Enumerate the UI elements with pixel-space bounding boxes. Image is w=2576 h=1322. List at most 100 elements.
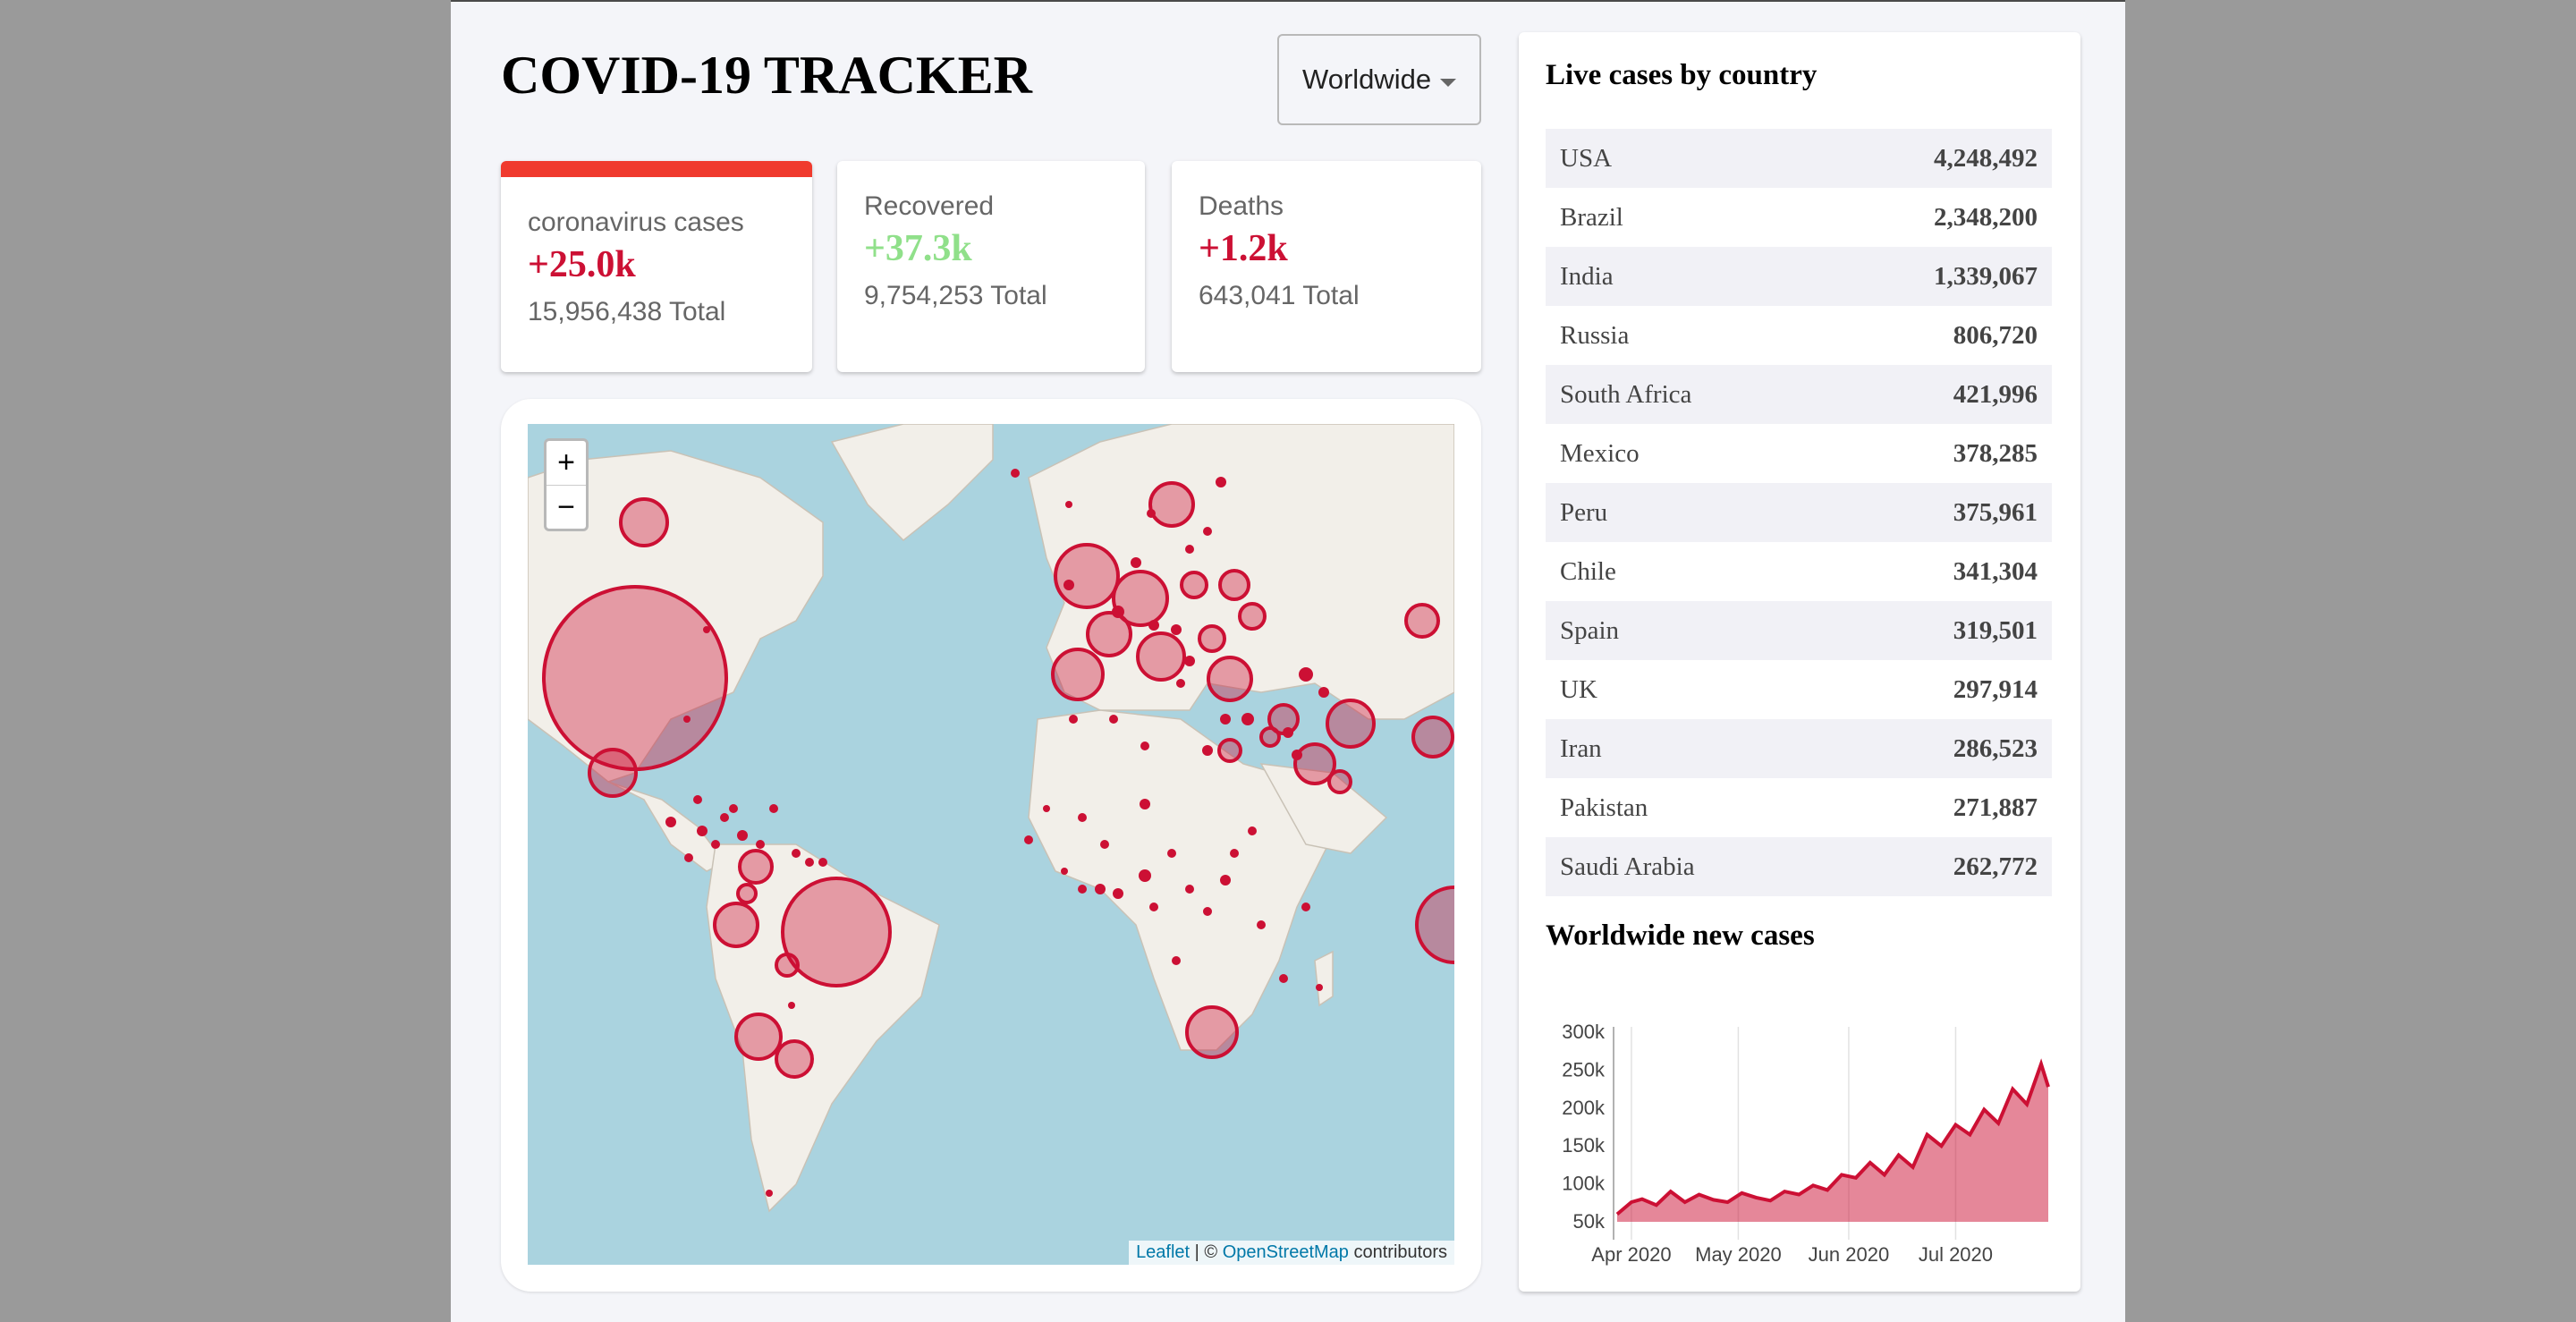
cases-area: [1617, 1064, 2048, 1222]
cases-info-box[interactable]: coronavirus cases +25.0k 15,956,438 Tota…: [501, 161, 812, 372]
country-cases: 421,996: [1953, 379, 2038, 409]
case-circle-india[interactable]: [1415, 886, 1454, 964]
x-tick-label: Jul 2020: [1919, 1243, 1993, 1266]
country-name: Pakistan: [1560, 792, 1648, 822]
table-row: South Africa 421,996: [1546, 365, 2052, 424]
cases-new: +25.0k: [528, 244, 636, 285]
case-circle-colombia[interactable]: [738, 849, 774, 885]
country-cases: 319,501: [1953, 615, 2038, 645]
y-tick-label: 200k: [1562, 1097, 1606, 1119]
case-circle-oman[interactable]: [1327, 769, 1352, 794]
country-name: India: [1560, 261, 1614, 291]
case-circle-chile[interactable]: [734, 1013, 783, 1061]
country-name: Russia: [1560, 320, 1630, 350]
case-circle-usa[interactable]: [542, 585, 728, 771]
leaflet-link[interactable]: Leaflet: [1136, 1242, 1191, 1262]
country-name: UK: [1560, 674, 1597, 704]
world-map[interactable]: + − Leaflet | © OpenStreetMap contributo…: [528, 424, 1454, 1265]
case-circle-mexico[interactable]: [588, 748, 638, 798]
case-circle-ecuador[interactable]: [736, 883, 758, 904]
deaths-total: 643,041 Total: [1199, 281, 1360, 310]
country-name: South Africa: [1560, 379, 1692, 409]
table-row: India 1,339,067: [1546, 247, 2052, 306]
table-row: Spain 319,501: [1546, 601, 2052, 660]
case-circle-saudi[interactable]: [1293, 742, 1336, 785]
case-circle-peru[interactable]: [713, 902, 759, 948]
table-row: UK 297,914: [1546, 660, 2052, 719]
case-circle-romania[interactable]: [1198, 624, 1226, 653]
case-circle-uk[interactable]: [1054, 543, 1120, 609]
new-cases-chart: 50k 100k 150k 200k 250k 300k Apr 2020 May 2020 J…: [1562, 1021, 2050, 1266]
country-name: Spain: [1560, 615, 1620, 645]
case-circle-sudan[interactable]: [1217, 738, 1242, 763]
recovered-label: Recovered: [864, 191, 995, 221]
central-america-land: [607, 781, 726, 872]
table-row: Brazil 2,348,200: [1546, 188, 2052, 247]
case-circle-spain[interactable]: [1051, 648, 1105, 701]
deaths-info-box[interactable]: Deaths +1.2k 643,041 Total: [1172, 161, 1481, 372]
south-america-land: [706, 843, 940, 1213]
case-circle-ukraine[interactable]: [1238, 602, 1267, 631]
y-tick-label: 250k: [1562, 1058, 1606, 1080]
table-row: Peru 375,961: [1546, 483, 2052, 542]
country-cases: 262,772: [1953, 852, 2038, 881]
y-tick-label: 50k: [1573, 1210, 1606, 1233]
country-cases: 297,914: [1953, 674, 2038, 704]
country-name: Brazil: [1560, 202, 1623, 232]
madagascar-land: [1314, 950, 1334, 1007]
case-circle-argentina[interactable]: [775, 1039, 814, 1079]
table-row: Chile 341,304: [1546, 542, 2052, 601]
zoom-out-button[interactable]: −: [557, 490, 575, 524]
case-circle-south-africa[interactable]: [1185, 1005, 1239, 1059]
country-select[interactable]: Worldwide: [1277, 34, 1481, 125]
y-tick-label: 300k: [1562, 1021, 1606, 1043]
africa-land: [1028, 709, 1334, 1051]
case-circle-belarus[interactable]: [1180, 571, 1208, 599]
case-circle-turkey[interactable]: [1207, 656, 1253, 702]
case-circle-kuwait[interactable]: [1259, 726, 1281, 748]
country-name: Mexico: [1560, 438, 1640, 468]
table-row: Russia 806,720: [1546, 306, 2052, 365]
greenland-land: [830, 424, 994, 542]
case-circle-poland[interactable]: [1218, 569, 1250, 601]
case-circle-italy[interactable]: [1136, 631, 1186, 682]
country-cases: 4,248,492: [1934, 143, 2038, 173]
case-circle-brazil[interactable]: [781, 877, 892, 987]
country-name: Saudi Arabia: [1560, 852, 1695, 881]
x-tick-label: May 2020: [1695, 1243, 1782, 1266]
recovered-info-box[interactable]: Recovered +37.3k 9,754,253 Total: [837, 161, 1145, 372]
zoom-in-button[interactable]: +: [547, 441, 586, 486]
case-dots: [665, 469, 1329, 1197]
zoom-control: + −: [544, 438, 589, 531]
openstreetmap-link[interactable]: OpenStreetMap: [1222, 1242, 1349, 1262]
case-circle-russia[interactable]: [1404, 603, 1440, 639]
recovered-new: +37.3k: [864, 228, 972, 269]
country-cases: 378,285: [1953, 438, 2038, 468]
country-name: Peru: [1560, 497, 1608, 527]
table-row: Saudi Arabia 262,772: [1546, 837, 2052, 896]
x-tick-label: Jun 2020: [1809, 1243, 1890, 1266]
case-circle-sweden[interactable]: [1148, 481, 1195, 528]
case-circle-pakistan[interactable]: [1411, 716, 1454, 758]
deaths-label: Deaths: [1199, 191, 1284, 221]
case-circle-iran[interactable]: [1326, 699, 1376, 749]
case-circle-germany[interactable]: [1112, 570, 1169, 627]
selected-indicator: [501, 161, 812, 177]
deaths-new: +1.2k: [1199, 228, 1288, 269]
sidebar-card: Live cases by country USA 4,248,492 Brazil…: [1519, 32, 2080, 1292]
table-title: Live cases by country: [1546, 59, 1818, 91]
case-circle-france[interactable]: [1086, 611, 1132, 657]
north-america-land: [528, 450, 824, 783]
app-root: COVID-19 TRACKER Worldwide coronavirus c…: [451, 0, 2125, 1322]
case-circle-alaska[interactable]: [619, 497, 669, 547]
chart-title: Worldwide new cases: [1546, 919, 1815, 952]
cases-line: [1615, 1058, 2050, 1216]
y-tick-label: 100k: [1562, 1173, 1606, 1195]
country-cases: 341,304: [1953, 556, 2038, 586]
x-tick-label: Apr 2020: [1591, 1243, 1671, 1266]
page-title: COVID-19 TRACKER: [501, 46, 1032, 105]
country-select-value: Worldwide: [1302, 64, 1432, 95]
country-cases: 2,348,200: [1934, 202, 2038, 232]
case-circles: [542, 481, 1454, 1079]
case-circle-bolivia[interactable]: [775, 953, 800, 978]
